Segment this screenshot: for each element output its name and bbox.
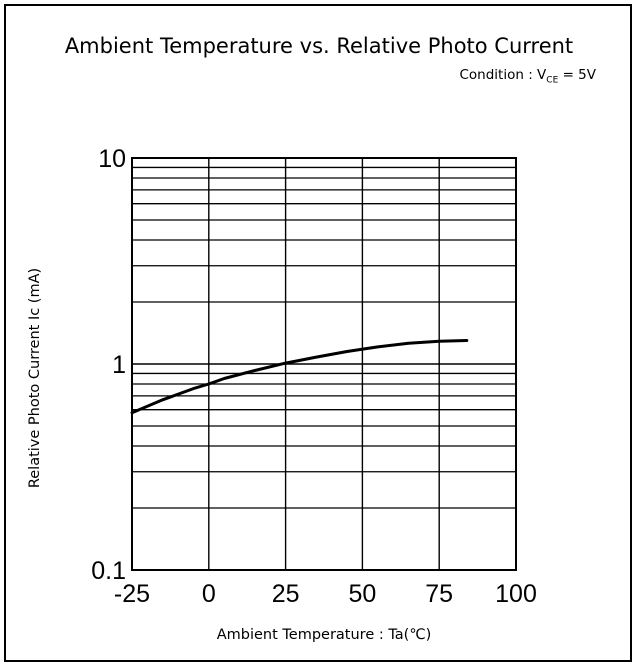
x-tick-label: 75 <box>425 580 453 608</box>
condition-suffix: = 5V <box>558 67 596 83</box>
condition-subscript: CE <box>546 75 559 86</box>
minor-gridlines <box>132 166 516 509</box>
x-tick-label: 0 <box>202 580 216 608</box>
x-tick-label: 100 <box>495 580 537 608</box>
series-line-1 <box>130 339 469 415</box>
condition-prefix: Condition : V <box>459 67 547 83</box>
tick-labels: 0.1 1 10 -25 0 25 50 75 100 <box>91 145 537 608</box>
y-tick-label: 1 <box>112 351 126 379</box>
x-tick-label: 25 <box>272 580 300 608</box>
chart-title: Ambient Temperature vs. Relative Photo C… <box>64 34 574 58</box>
plot-area-border <box>131 157 517 571</box>
series-layer <box>130 339 469 415</box>
x-tick-label: -25 <box>114 580 150 608</box>
chart-condition: Condition : VCE = 5V <box>460 67 597 86</box>
x-axis-label: Ambient Temperature : Ta(℃) <box>216 627 432 643</box>
y-tick-label: 10 <box>98 145 126 173</box>
x-tick-label: 50 <box>348 580 376 608</box>
y-tick-label: 0.1 <box>91 557 126 585</box>
chart-border <box>4 4 632 662</box>
